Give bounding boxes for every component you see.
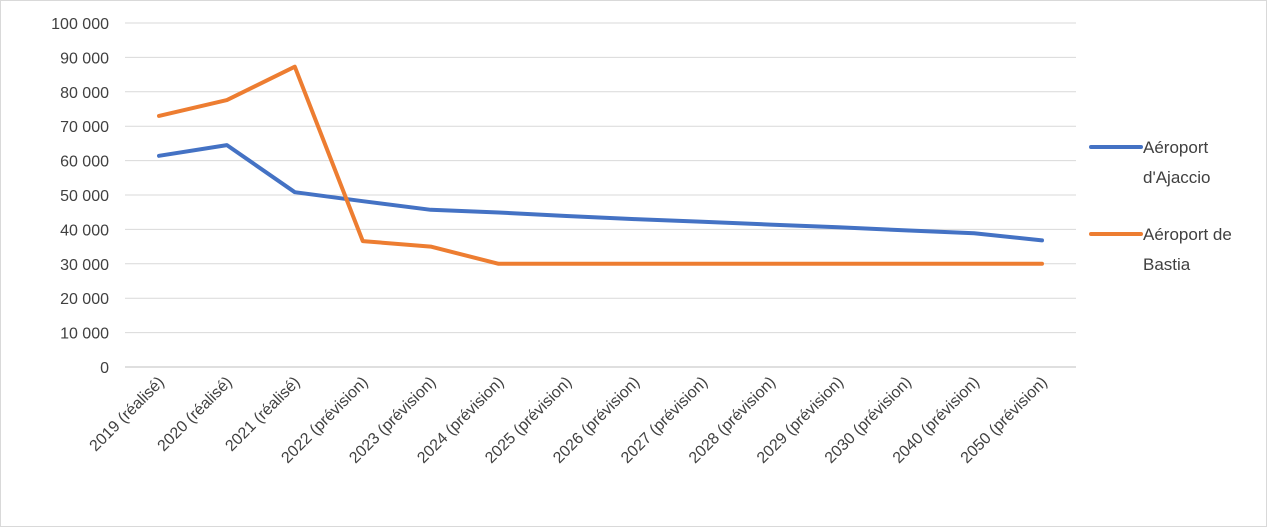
series-line-0 (157, 143, 1044, 243)
legend: Aéroport d'Ajaccio Aéroport de Bastia (1089, 138, 1232, 274)
y-tick-label: 70 000 (60, 119, 109, 136)
y-tick-label: 20 000 (60, 291, 109, 308)
y-tick-label: 50 000 (60, 188, 109, 205)
legend-label: Aéroport (1143, 138, 1208, 157)
y-tick-label: 30 000 (60, 257, 109, 274)
legend-label: Aéroport de (1143, 225, 1232, 244)
y-tick-label: 90 000 (60, 50, 109, 67)
series-lines (157, 64, 1044, 266)
gridlines (125, 22, 1076, 368)
y-tick-label: 60 000 (60, 154, 109, 171)
y-tick-label: 100 000 (51, 16, 109, 33)
legend-label: Bastia (1143, 255, 1191, 274)
series-line-1 (157, 64, 1044, 266)
y-tick-label: 0 (100, 360, 109, 377)
y-axis-tick-labels: 0 10 000 20 000 30 000 40 000 50 000 60 000 70 … (51, 16, 109, 377)
y-tick-label: 40 000 (60, 222, 109, 239)
legend-label: d'Ajaccio (1143, 168, 1211, 187)
y-tick-label: 10 000 (60, 326, 109, 343)
x-axis-tick-labels: 2019 (réalisé)2020 (réalisé)2021 (réalis… (87, 374, 1051, 467)
y-tick-label: 80 000 (60, 85, 109, 102)
